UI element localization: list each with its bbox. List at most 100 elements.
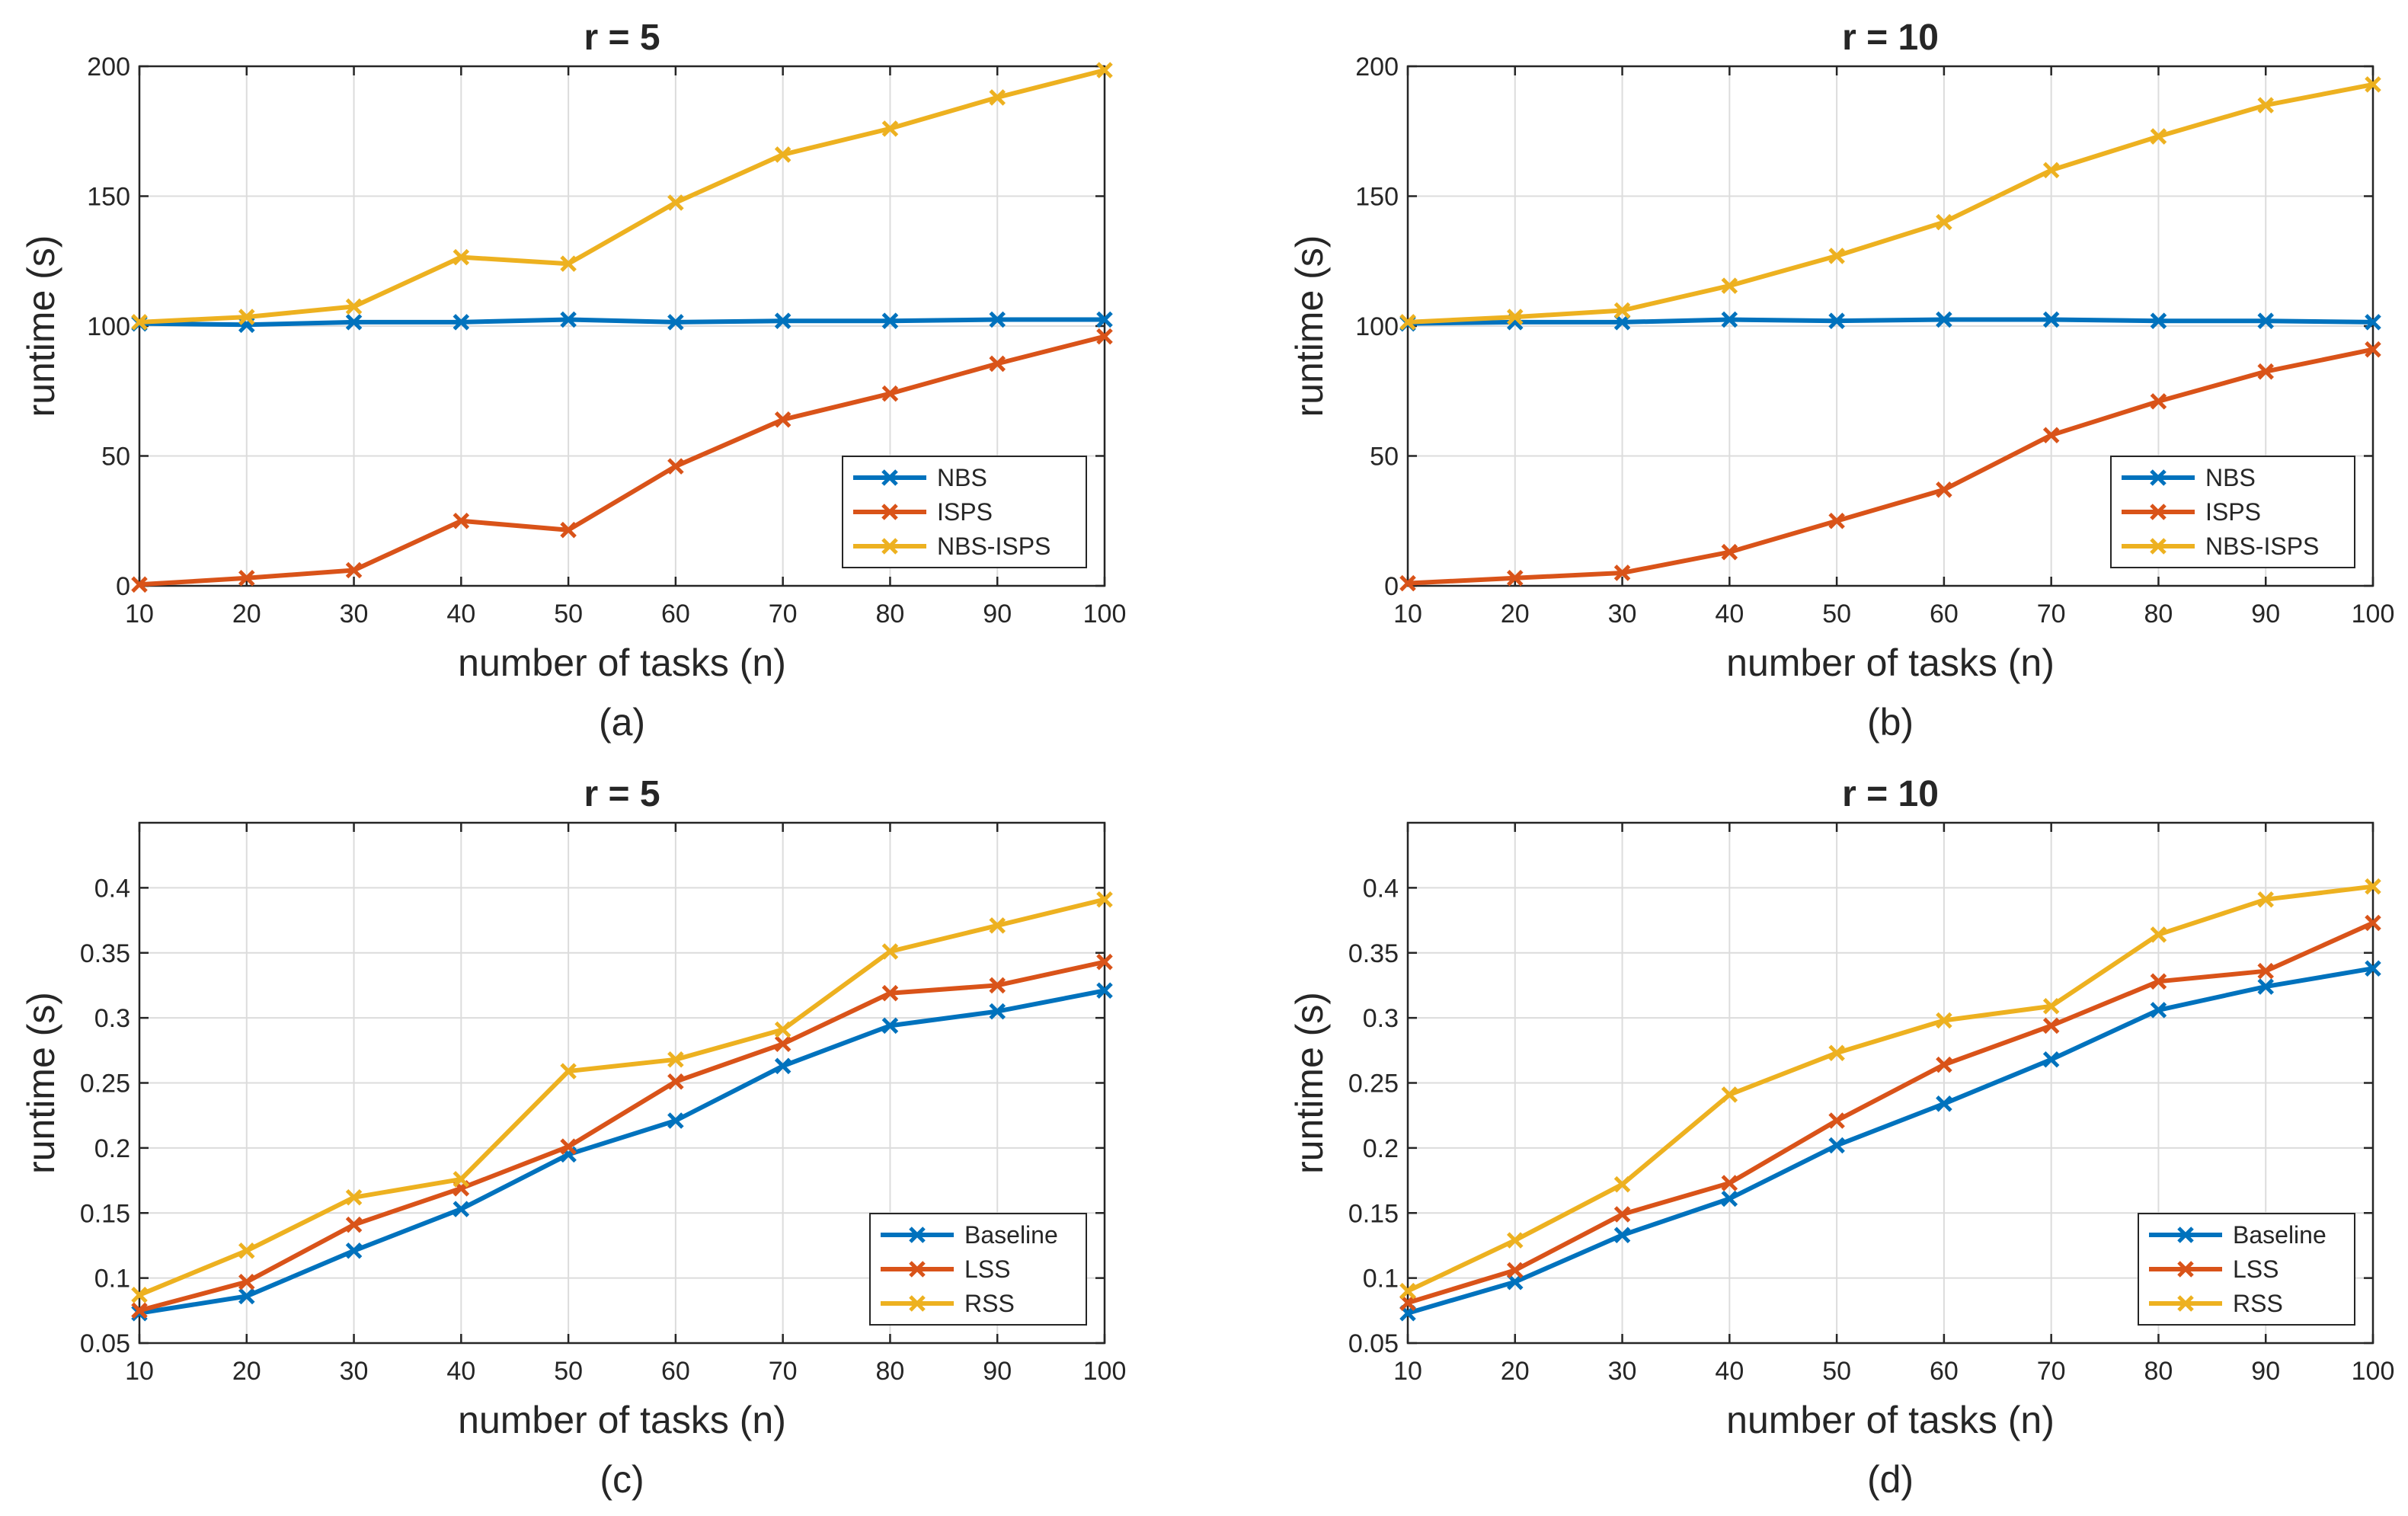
data-point-marker [2042,162,2060,179]
series-nbs-isps [131,62,1113,331]
data-point-marker [2257,312,2274,329]
data-point-marker [1721,311,1738,328]
legend-entry: NBS-ISPS [937,533,1051,560]
x-tick-label: 30 [1608,600,1637,628]
chart-title: r = 5 [584,18,660,58]
data-point-marker [989,977,1006,994]
data-point-marker [2150,312,2167,329]
data-point-marker [238,570,255,587]
legend-marker-icon [2177,1261,2194,1278]
series-line [1405,966,2375,1316]
data-point-marker [1399,1282,1416,1300]
y-tick-label: 0.25 [80,1070,130,1099]
legend-entry: LSS [2233,1255,2278,1283]
legend-marker-icon [2177,1295,2194,1312]
y-tick-label: 0.2 [1363,1134,1399,1163]
legend: Baseline LSS RSS [2138,1213,2355,1326]
legend-marker-icon [881,538,898,555]
x-tick-label: 100 [1083,1357,1127,1386]
data-point-marker [131,1302,148,1319]
data-point-marker [2257,97,2274,114]
data-point-marker [2042,427,2060,443]
data-point-marker [881,120,899,137]
y-tick-label: 50 [101,443,130,472]
y-tick-label: 0.1 [1363,1265,1399,1294]
legend-marker-icon [2150,538,2167,555]
panel-caption: (c) [600,1458,644,1501]
x-tick-label: 30 [340,1357,369,1386]
data-point-marker [452,248,470,266]
data-point-marker [667,458,684,475]
x-tick-label: 40 [1715,1357,1744,1386]
data-point-marker [989,917,1006,934]
data-point-marker [1828,248,1845,264]
data-point-marker [2257,363,2274,380]
legend-entry: Baseline [964,1221,1058,1249]
x-tick-label: 60 [661,600,690,628]
data-point-marker [560,521,577,539]
x-tick-label: 80 [876,600,905,628]
x-tick-label: 80 [876,1357,905,1386]
data-point-marker [452,314,470,331]
data-point-marker [2150,973,2167,990]
x-tick-label: 50 [1822,600,1851,628]
x-tick-label: 60 [1930,600,1959,628]
y-tick-label: 0.35 [80,939,130,968]
panel-caption: (a) [599,701,645,744]
x-tick-label: 100 [2352,600,2395,628]
x-tick-label: 60 [1930,1357,1959,1386]
data-point-marker [881,1017,899,1035]
x-tick-label: 90 [2251,600,2280,628]
y-tick-label: 50 [1370,443,1399,472]
y-axis-label: runtime (s) [20,992,62,1174]
y-tick-label: 200 [1355,53,1399,82]
chart-panel-d: 10 20 30 40 50 60 70 80 90 100 0.05 0.1 0.15 0.2 0.25 0… [1288,774,2394,1501]
y-tick-label: 0.15 [80,1199,130,1228]
data-point-marker [2365,76,2381,93]
data-point-marker [667,314,684,331]
y-tick-label: 0.15 [1348,1199,1399,1228]
series-line [1405,884,2375,1294]
x-tick-label: 70 [769,600,798,628]
data-point-marker [2257,891,2274,908]
legend-entry: ISPS [937,498,993,526]
y-tick-label: 0 [116,572,130,601]
legend-marker-icon [2150,504,2167,520]
y-tick-label: 200 [87,53,130,82]
series-baseline [1399,960,2381,1322]
x-tick-label: 10 [125,600,154,628]
data-point-marker [2365,341,2381,358]
x-tick-label: 100 [2352,1357,2395,1386]
x-tick-label: 50 [554,1357,583,1386]
legend-entry: RSS [2233,1290,2283,1317]
x-tick-label: 20 [1501,600,1530,628]
data-point-marker [345,298,363,315]
data-point-marker [989,355,1006,373]
x-tick-label: 30 [340,600,369,628]
data-point-marker [1936,1012,1952,1029]
legend-marker-icon [2150,469,2167,486]
series-line [137,317,1107,328]
data-point-marker [667,1112,684,1129]
data-point-marker [2042,1017,2060,1035]
y-tick-label: 100 [87,312,130,341]
data-point-marker [2150,393,2167,410]
x-tick-label: 10 [1393,600,1422,628]
data-point-marker [1936,1056,1952,1073]
legend-marker-icon [909,1295,926,1312]
data-point-marker [345,1188,363,1206]
legend-marker-icon [909,1261,926,1278]
data-point-marker [881,943,899,960]
data-point-marker [1721,1086,1738,1103]
data-point-marker [1721,1190,1738,1207]
y-tick-label: 0.35 [1348,939,1399,968]
y-tick-label: 150 [87,183,130,212]
data-point-marker [774,411,791,428]
legend: Baseline LSS RSS [869,1213,1087,1326]
data-point-marker [1613,302,1631,319]
series-line [137,68,1107,325]
data-point-marker [2257,962,2274,980]
y-axis-label: runtime (s) [1288,235,1331,417]
y-tick-label: 150 [1355,183,1399,212]
x-tick-label: 60 [661,1357,690,1386]
